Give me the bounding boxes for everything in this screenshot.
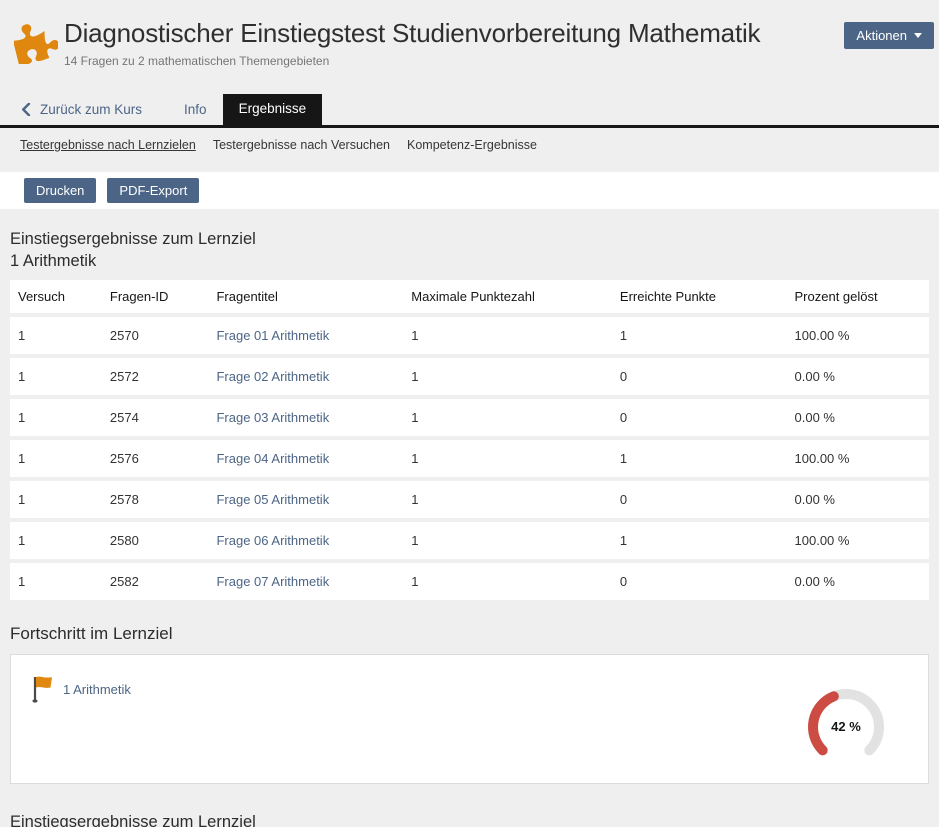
table-cell: 100.00 % xyxy=(786,520,929,562)
table-cell: 0 xyxy=(611,397,787,439)
table-row: 1 2570 Frage 01 Arithmetik 1 1 100.00 % xyxy=(10,315,929,357)
table-cell: 1 xyxy=(10,561,102,601)
table-cell: 1 xyxy=(10,397,102,439)
table-header-cell: Maximale Punktezahl xyxy=(403,280,612,316)
table-cell: 0.00 % xyxy=(786,479,929,521)
subtab-results-by-objective[interactable]: Testergebnisse nach Lernzielen xyxy=(20,138,196,153)
chevron-left-icon xyxy=(22,103,31,117)
table-cell: 1 xyxy=(403,561,612,601)
table-cell: 1 xyxy=(403,397,612,439)
table-header-cell: Fragen-ID xyxy=(101,280,209,316)
table-row: 1 2572 Frage 02 Arithmetik 1 0 0.00 % xyxy=(10,356,929,398)
results-table-1: Versuch Fragen-ID Fragentitel Maximale Punk… xyxy=(10,280,929,601)
section2-title: Einstiegsergebnisse zum Lernziel 2 Gleic… xyxy=(10,812,939,827)
table-cell: 2572 xyxy=(101,356,209,398)
question-link[interactable]: Frage 04 Arithmetik xyxy=(208,438,404,480)
table-cell: 0.00 % xyxy=(786,561,929,601)
table-cell: 0 xyxy=(611,479,787,521)
table-cell: 0 xyxy=(611,356,787,398)
table-header-cell: Fragentitel xyxy=(208,280,404,316)
section1-title: Einstiegsergebnisse zum Lernziel 1 Arith… xyxy=(10,229,939,272)
subtab-bar: Testergebnisse nach Lernzielen Testergeb… xyxy=(0,128,939,162)
table-cell: 2570 xyxy=(101,315,209,357)
table-cell: 1 xyxy=(611,520,787,562)
table-cell: 2576 xyxy=(101,438,209,480)
table-cell: 0.00 % xyxy=(786,356,929,398)
table-cell: 1 xyxy=(403,479,612,521)
tab-ergebnisse[interactable]: Ergebnisse xyxy=(222,94,323,126)
question-link[interactable]: Frage 06 Arithmetik xyxy=(208,520,404,562)
table-row: 1 2582 Frage 07 Arithmetik 1 0 0.00 % xyxy=(10,561,929,601)
table-row: 1 2578 Frage 05 Arithmetik 1 0 0.00 % xyxy=(10,479,929,521)
table-header-cell: Prozent gelöst xyxy=(786,280,929,316)
table-header-row: Versuch Fragen-ID Fragentitel Maximale Punk… xyxy=(10,280,929,316)
table-cell: 1 xyxy=(10,479,102,521)
table-cell: 1 xyxy=(10,520,102,562)
toolbar: Drucken PDF-Export xyxy=(0,172,939,210)
print-button[interactable]: Drucken xyxy=(24,178,97,204)
question-link[interactable]: Frage 07 Arithmetik xyxy=(208,561,404,601)
progress-title: Fortschritt im Lernziel xyxy=(10,624,173,644)
back-to-course-link[interactable]: Zurück zum Kurs xyxy=(20,96,142,125)
table-cell: 1 xyxy=(611,438,787,480)
question-link[interactable]: Frage 01 Arithmetik xyxy=(208,315,404,357)
table-cell: 100.00 % xyxy=(786,315,929,357)
objective-row: 1 Arithmetik xyxy=(31,675,928,703)
objective-link[interactable]: 1 Arithmetik xyxy=(63,681,131,697)
question-link[interactable]: Frage 02 Arithmetik xyxy=(208,356,404,398)
table-cell: 1 xyxy=(403,438,612,480)
flag-icon xyxy=(32,676,52,703)
progress-panel: 1 Arithmetik 42 % xyxy=(10,654,929,785)
table-row: 1 2574 Frage 03 Arithmetik 1 0 0.00 % xyxy=(10,397,929,439)
caret-down-icon xyxy=(914,33,922,38)
actions-button-label: Aktionen xyxy=(856,28,907,43)
pdf-export-button[interactable]: PDF-Export xyxy=(107,178,200,204)
puzzle-piece-icon xyxy=(14,24,58,64)
table-cell: 1 xyxy=(403,315,612,357)
table-cell: 0.00 % xyxy=(786,397,929,439)
actions-button[interactable]: Aktionen xyxy=(844,22,934,49)
section1-title-line1: Einstiegsergebnisse zum Lernziel xyxy=(10,230,256,249)
tab-info[interactable]: Info xyxy=(184,102,207,118)
section2-title-line1: Einstiegsergebnisse zum Lernziel xyxy=(10,813,256,827)
page-header: Diagnostischer Einstiegstest Studienvorb… xyxy=(0,0,939,80)
back-link-label: Zurück zum Kurs xyxy=(40,102,143,118)
table-cell: 2580 xyxy=(101,520,209,562)
tab-bar: Zurück zum Kurs Info Ergebnisse xyxy=(0,94,939,129)
table-row: 1 2576 Frage 04 Arithmetik 1 1 100.00 % xyxy=(10,438,929,480)
gauge-label: 42 % xyxy=(831,719,861,734)
gauge-value-arc xyxy=(808,691,839,756)
table-cell: 1 xyxy=(10,438,102,480)
progress-gauge: 42 % xyxy=(808,689,884,756)
table-cell: 1 xyxy=(403,356,612,398)
section1-title-line2: 1 Arithmetik xyxy=(10,251,97,270)
subtab-results-by-attempt[interactable]: Testergebnisse nach Versuchen xyxy=(212,138,391,153)
subtab-competence-results[interactable]: Kompetenz-Ergebnisse xyxy=(407,138,537,153)
table-cell: 0 xyxy=(611,561,787,601)
table-cell: 1 xyxy=(10,356,102,398)
table-header-cell: Versuch xyxy=(10,280,102,316)
table-row: 1 2580 Frage 06 Arithmetik 1 1 100.00 % xyxy=(10,520,929,562)
table-header-cell: Erreichte Punkte xyxy=(611,280,787,316)
page-subtitle: 14 Fragen zu 2 mathematischen Themengebi… xyxy=(64,54,330,69)
page-title: Diagnostischer Einstiegstest Studienvorb… xyxy=(64,18,761,48)
table-cell: 1 xyxy=(403,520,612,562)
question-link[interactable]: Frage 05 Arithmetik xyxy=(208,479,404,521)
table-cell: 1 xyxy=(10,315,102,357)
table-cell: 2578 xyxy=(101,479,209,521)
table-cell: 1 xyxy=(611,315,787,357)
table-cell: 2582 xyxy=(101,561,209,601)
question-link[interactable]: Frage 03 Arithmetik xyxy=(208,397,404,439)
table-cell: 100.00 % xyxy=(786,438,929,480)
table-cell: 2574 xyxy=(101,397,209,439)
